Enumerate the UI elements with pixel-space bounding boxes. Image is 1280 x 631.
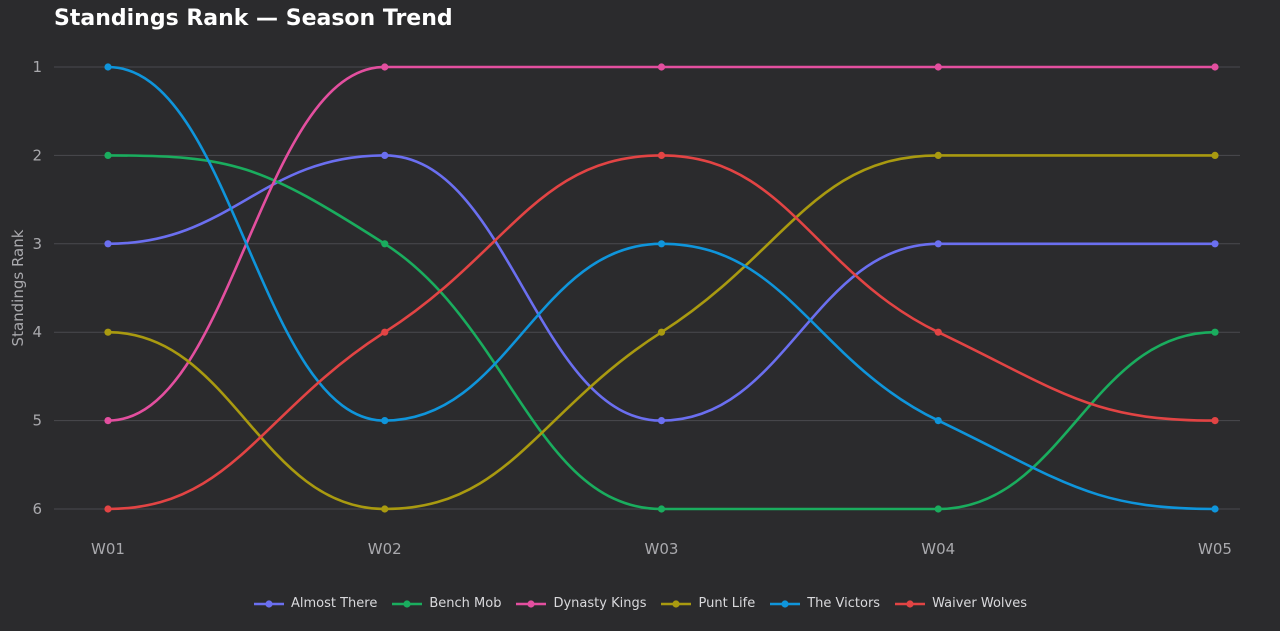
data-point <box>381 63 389 71</box>
data-point <box>934 63 942 71</box>
y-tick-label: 2 <box>32 146 42 164</box>
data-point <box>381 505 389 513</box>
data-point <box>104 505 112 513</box>
series-dynasty-kings <box>104 63 1219 425</box>
legend-label: Bench Mob <box>429 596 502 611</box>
x-tick-label: W05 <box>1198 540 1232 558</box>
data-point <box>104 417 112 425</box>
y-tick-label: 4 <box>32 323 42 341</box>
data-point <box>1211 240 1219 248</box>
data-point <box>657 63 666 71</box>
y-tick-label: 5 <box>32 412 42 430</box>
x-tick-label: W01 <box>91 540 125 558</box>
legend-swatch <box>661 599 692 608</box>
x-tick-label: W03 <box>645 540 679 558</box>
data-point <box>934 505 942 513</box>
data-point <box>1211 63 1219 71</box>
data-point <box>381 328 389 336</box>
data-point <box>657 328 666 336</box>
data-point <box>1211 417 1219 425</box>
series-the-victors <box>104 63 1219 513</box>
legend-item[interactable]: Punt Life <box>660 596 755 611</box>
series-line <box>106 65 1217 422</box>
series-line <box>106 65 1217 511</box>
legend-swatch <box>516 599 547 608</box>
y-tick-label: 6 <box>32 500 42 518</box>
data-point <box>1211 505 1219 513</box>
series-almost-there <box>104 151 1219 425</box>
data-point <box>104 240 112 248</box>
legend-swatch <box>392 599 423 608</box>
data-point <box>104 328 112 336</box>
legend-swatch <box>770 599 801 608</box>
data-point <box>934 328 942 336</box>
series-line <box>106 154 1217 511</box>
data-point <box>657 417 666 425</box>
data-point <box>934 417 942 425</box>
legend-item[interactable]: Dynasty Kings <box>515 596 646 611</box>
series-bench-mob <box>104 151 1219 513</box>
data-point <box>934 151 942 159</box>
y-axis-title: Standings Rank <box>9 229 27 346</box>
legend-label: Almost There <box>290 596 378 611</box>
legend-label: Dynasty Kings <box>553 596 647 611</box>
gridlines: 1 2 3 4 5 6 <box>32 58 1240 518</box>
legend: Almost There Bench Mob Dynasty Kings Punt L… <box>0 596 1280 611</box>
x-tick-label: W04 <box>921 540 955 558</box>
data-point <box>657 151 666 159</box>
y-tick-label: 3 <box>32 235 42 253</box>
data-point <box>381 151 389 159</box>
series-line <box>106 154 1217 422</box>
data-point <box>104 151 112 159</box>
series-group <box>104 63 1219 513</box>
chart-title: Standings Rank — Season Trend <box>54 6 453 31</box>
legend-item[interactable]: Waiver Wolves <box>894 596 1027 611</box>
data-point <box>381 417 389 425</box>
data-point <box>934 240 942 248</box>
legend-item[interactable]: The Victors <box>769 596 880 611</box>
data-point <box>657 505 666 513</box>
legend-item[interactable]: Bench Mob <box>391 596 501 611</box>
series-waiver-wolves <box>104 151 1219 513</box>
data-point <box>1211 151 1219 159</box>
y-tick-label: 1 <box>32 58 42 76</box>
data-point <box>381 240 389 248</box>
legend-label: Punt Life <box>698 596 756 611</box>
legend-label: Waiver Wolves <box>932 596 1027 611</box>
legend-swatch <box>895 599 926 608</box>
data-point <box>1211 328 1219 336</box>
legend-item[interactable]: Almost There <box>253 596 377 611</box>
legend-swatch <box>253 599 284 608</box>
data-point <box>104 63 112 71</box>
series-punt-life <box>104 151 1219 513</box>
legend-label: The Victors <box>807 596 881 611</box>
x-tick-label: W02 <box>368 540 402 558</box>
data-point <box>657 240 666 248</box>
